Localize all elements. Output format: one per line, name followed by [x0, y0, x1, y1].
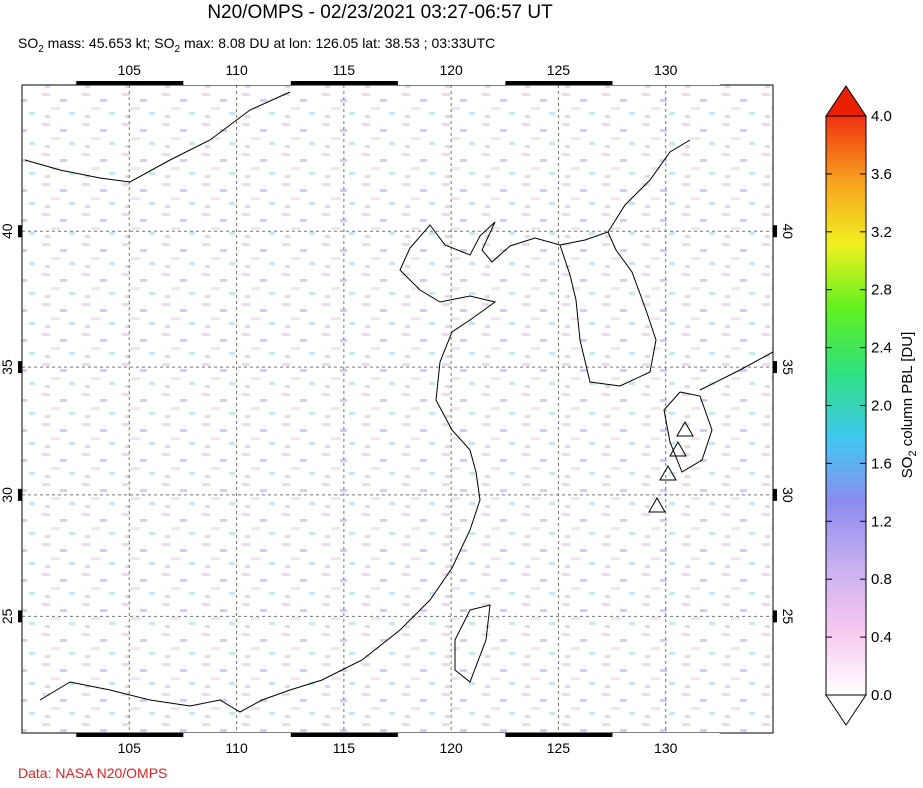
tick-mark	[18, 488, 22, 501]
colorbar-tick-label: 3.6	[871, 166, 892, 183]
lon-label: 110	[225, 62, 248, 78]
coastline	[663, 391, 713, 473]
lon-label: 105	[118, 62, 142, 78]
coastline	[559, 231, 657, 387]
coastline	[39, 139, 691, 713]
lon-label: 105	[118, 740, 142, 756]
tick-mark	[290, 81, 398, 85]
colorbar-tick-label: 0.0	[871, 687, 892, 704]
coastline	[699, 351, 773, 391]
tick-mark	[183, 81, 291, 85]
lon-label: 125	[547, 62, 571, 78]
tick-mark	[505, 733, 613, 737]
colorbar-label: SO2 column PBL [DU]	[899, 332, 919, 478]
tick-mark	[773, 361, 777, 374]
lon-label: 115	[333, 740, 356, 756]
lon-label: 130	[654, 62, 678, 78]
lon-label: 115	[333, 62, 356, 78]
colorbar-tick-label: 4.0	[871, 108, 892, 125]
lat-label: 40	[0, 223, 15, 239]
coastlines	[24, 91, 773, 713]
coastline	[24, 91, 291, 183]
colorbar-tick-label: 2.4	[871, 340, 892, 357]
tick-mark	[290, 733, 398, 737]
tick-mark	[612, 81, 720, 85]
lon-label: 125	[547, 740, 571, 756]
lat-label: 30	[780, 487, 796, 503]
coastline	[454, 604, 491, 683]
volcano	[659, 464, 677, 481]
lat-label: 30	[0, 487, 15, 503]
tick-mark	[18, 361, 22, 374]
title: N20/OMPS - 02/23/2021 03:27-06:57 UT	[207, 2, 553, 23]
tick-mark	[398, 81, 506, 85]
subtitle: SO2 mass: 45.653 kt; SO2 max: 8.08 DU at…	[18, 35, 495, 55]
colorbar-tick-label: 3.2	[871, 224, 892, 241]
tick-mark	[18, 225, 22, 238]
tick-mark	[773, 488, 777, 501]
lon-label: 130	[654, 740, 678, 756]
tick-mark	[398, 733, 506, 737]
colorbar-tick-label: 1.6	[871, 455, 892, 472]
lat-label: 40	[780, 223, 796, 239]
volcano	[648, 496, 666, 513]
tick-mark	[183, 733, 291, 737]
lat-label: 25	[780, 609, 796, 625]
tick-mark	[773, 610, 777, 623]
colorbar-over	[825, 85, 867, 117]
colorbar-tick-label: 1.2	[871, 513, 892, 530]
colorbar-tick-label: 2.8	[871, 282, 892, 299]
lat-label: 35	[0, 359, 15, 375]
tick-mark	[76, 81, 184, 85]
lon-label: 120	[439, 740, 463, 756]
colorbar-tick-label: 0.4	[871, 629, 892, 646]
tick-mark	[18, 610, 22, 623]
colorbar-tick-label: 0.8	[871, 571, 892, 588]
tick-mark	[773, 225, 777, 238]
lat-label: 35	[780, 359, 796, 375]
lon-label: 120	[439, 62, 463, 78]
lon-label: 110	[225, 740, 248, 756]
tick-mark	[505, 81, 613, 85]
volcano-markers	[648, 420, 694, 513]
volcano	[669, 440, 687, 457]
colorbar-tick-label: 2.0	[871, 398, 892, 415]
tick-mark	[612, 733, 720, 737]
volcano	[676, 420, 694, 437]
colorbar-under	[825, 694, 867, 726]
tick-mark	[76, 733, 184, 737]
credit: Data: NASA N20/OMPS	[18, 765, 167, 781]
lat-label: 25	[0, 608, 15, 624]
map-background	[22, 85, 773, 733]
